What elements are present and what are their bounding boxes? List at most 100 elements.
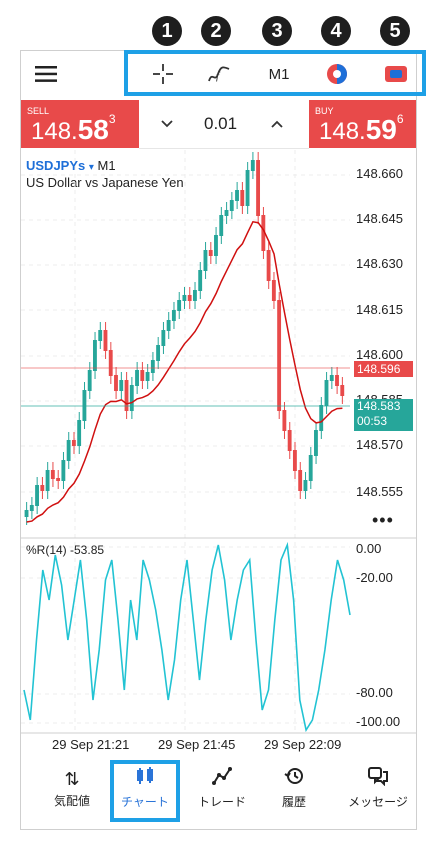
bid-price-tag: 148.596 <box>354 361 413 377</box>
candle-body <box>208 250 213 256</box>
symbol-name: USDJPYs <box>26 158 86 173</box>
buy-price-prefix: 148. <box>319 118 366 145</box>
sell-button[interactable]: SELL 148.583 <box>21 100 139 148</box>
nav-chart[interactable]: チャート <box>113 760 177 820</box>
sell-price-prefix: 148. <box>31 118 78 145</box>
candle-body <box>87 370 92 391</box>
williams-r-line <box>23 541 351 733</box>
candle-body <box>66 440 71 461</box>
candle-body <box>319 405 324 431</box>
indicator-label: %R(14) -53.85 <box>26 543 105 557</box>
sell-price-sup: 3 <box>108 112 116 126</box>
candle-body <box>71 440 76 446</box>
candle-body <box>35 485 39 506</box>
candle-body <box>108 350 113 376</box>
nav-history[interactable]: 履歴 <box>262 760 326 820</box>
candle-body <box>145 372 150 381</box>
hamburger-menu-icon[interactable] <box>28 56 64 92</box>
candle-body <box>298 470 303 491</box>
lot-increase-icon[interactable] <box>271 116 283 134</box>
nav-highlight <box>110 760 180 822</box>
lot-decrease-icon[interactable] <box>161 116 173 134</box>
candle-body <box>45 470 50 491</box>
candlestick-series <box>24 152 345 525</box>
candle-body <box>245 170 250 206</box>
trade-quick-icon[interactable] <box>381 56 411 92</box>
candle-body <box>161 330 166 346</box>
nav-trade[interactable]: トレード <box>190 760 254 820</box>
candle-body <box>266 250 271 281</box>
candle-body <box>156 345 161 361</box>
candle-body <box>261 215 266 251</box>
history-icon <box>262 766 326 793</box>
timeframe-button[interactable]: M1 <box>268 65 290 83</box>
callout-2: 2 <box>201 16 231 46</box>
candle-body <box>40 485 45 491</box>
app-frame <box>20 50 417 830</box>
nav-quotes[interactable]: ⇅ 気配値 <box>40 760 104 820</box>
candle-body <box>50 470 55 479</box>
lot-value[interactable]: 0.01 <box>204 114 238 133</box>
candle-body <box>93 340 97 371</box>
toolbar-highlight <box>124 50 426 96</box>
crosshair-icon[interactable] <box>148 56 178 92</box>
chart-icon <box>113 766 177 793</box>
messages-icon <box>340 766 416 793</box>
callout-3: 3 <box>262 16 292 46</box>
chevron-down-icon: ▾ <box>88 162 94 173</box>
sell-price-main: 58 <box>77 114 109 145</box>
candle-body <box>229 200 234 211</box>
indicator-tick: -100.00 <box>356 714 401 729</box>
symbol-header[interactable]: USDJPYs ▾ M1 <box>26 158 116 173</box>
nav-messages[interactable]: メッセージ <box>340 760 416 820</box>
nav-label: トレード <box>197 795 246 809</box>
candle-body <box>192 290 197 301</box>
candle-body <box>103 330 108 351</box>
price-tick: 148.555 <box>356 484 403 499</box>
price-tick: 148.615 <box>356 302 403 317</box>
indicator-tick: -20.00 <box>356 570 393 585</box>
indicator-tick: -80.00 <box>356 685 393 700</box>
candle-body <box>340 385 345 396</box>
symbol-description: US Dollar vs Japanese Yen <box>26 175 184 190</box>
nav-label: チャート <box>121 795 169 809</box>
candle-body <box>282 410 287 431</box>
buy-price: 148.596 <box>319 112 404 146</box>
nav-label: 気配値 <box>53 794 90 808</box>
candle-body <box>77 420 82 446</box>
indicators-icon[interactable]: f <box>204 56 234 92</box>
indicator-tick: 0.00 <box>356 541 382 556</box>
candle-body <box>177 300 182 311</box>
buy-button[interactable]: BUY 148.596 <box>309 100 416 148</box>
time-tick: 29 Sep 21:21 <box>52 737 130 752</box>
candle-countdown: 00:53 <box>357 414 388 428</box>
candle-body <box>182 295 187 301</box>
candle-body <box>271 280 276 301</box>
candle-body <box>324 380 329 406</box>
price-tick: 148.630 <box>356 256 403 271</box>
symbol-timeframe: M1 <box>97 158 116 173</box>
objects-icon[interactable] <box>322 56 352 92</box>
price-tick: 148.645 <box>356 211 403 226</box>
time-tick: 29 Sep 21:45 <box>158 737 236 752</box>
candle-body <box>135 370 139 386</box>
candle-body <box>256 160 261 216</box>
candle-body <box>314 430 318 456</box>
candle-body <box>140 370 145 381</box>
candle-body <box>235 190 239 201</box>
candle-body <box>308 455 313 481</box>
candle-body <box>166 320 171 331</box>
price-tick: 148.600 <box>356 347 403 362</box>
more-dots-icon[interactable]: ••• <box>372 510 394 530</box>
quotes-icon: ⇅ <box>64 769 80 789</box>
candle-body <box>224 210 229 216</box>
candle-body <box>24 510 29 517</box>
candle-body <box>124 380 129 411</box>
candle-body <box>198 270 203 291</box>
candle-body <box>114 375 118 391</box>
candle-body <box>219 215 224 236</box>
candle-body <box>29 505 34 511</box>
buy-price-sup: 6 <box>396 112 404 126</box>
candle-body <box>277 300 282 411</box>
